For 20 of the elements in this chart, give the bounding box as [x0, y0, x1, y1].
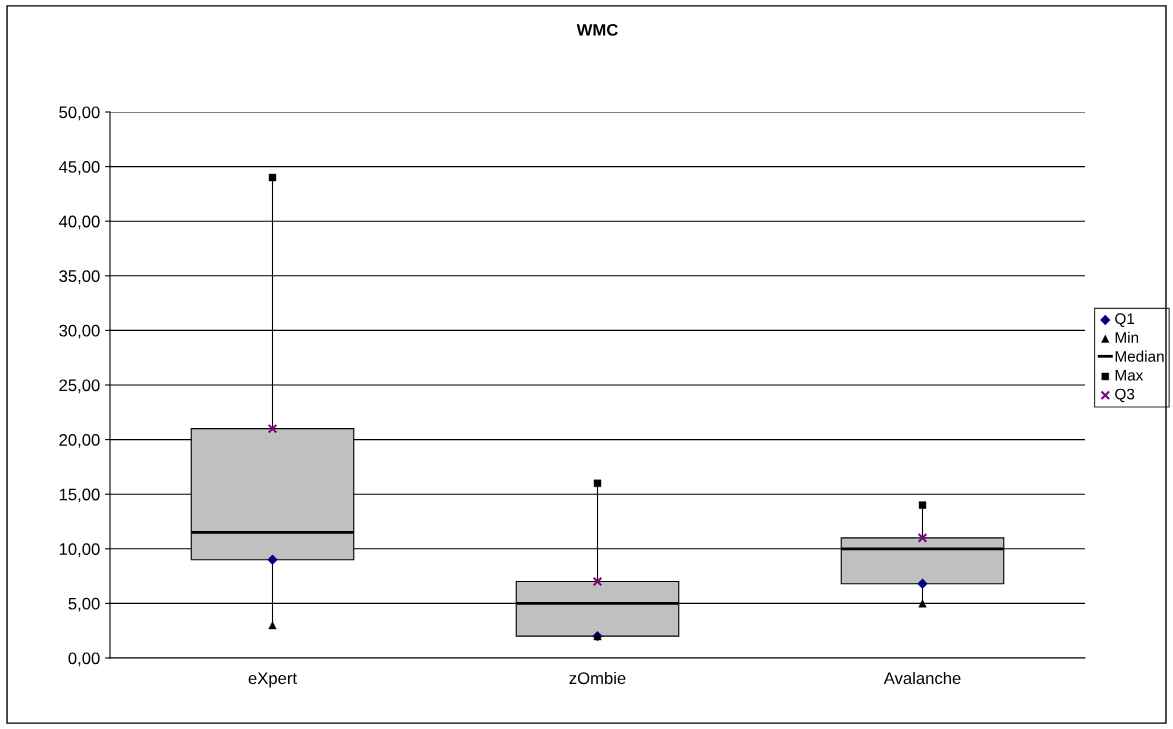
legend-label: Max	[1115, 369, 1144, 381]
y-tick-label: 25,00	[59, 379, 100, 394]
x-tick-label: eXpert	[248, 672, 297, 688]
y-tick-label: 30,00	[59, 324, 100, 339]
legend-label: Median	[1115, 350, 1164, 362]
y-tick-label: 50,00	[59, 106, 100, 121]
legend-label: Q1	[1115, 313, 1135, 327]
chart-title: WMC	[576, 23, 618, 36]
legend-label: Q3	[1115, 388, 1135, 403]
y-tick-label: 45,00	[58, 161, 100, 175]
legend-label: Min	[1115, 331, 1139, 343]
y-tick-label: 15,00	[59, 488, 100, 503]
y-tick-label: 40,00	[58, 215, 100, 230]
y-tick-label: 20,00	[59, 434, 100, 448]
y-tick-label: 0,00	[68, 652, 100, 667]
x-tick-label: Avalanche	[883, 671, 961, 685]
y-tick-label: 5,00	[68, 597, 100, 612]
y-tick-label: 35,00	[59, 270, 100, 284]
x-tick-label: zOmbie	[569, 671, 626, 685]
y-tick-label: 10,00	[59, 543, 100, 557]
